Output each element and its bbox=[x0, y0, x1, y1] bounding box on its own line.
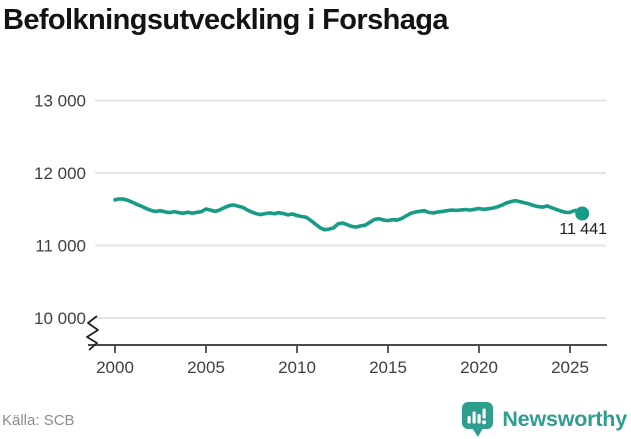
last-value-label: 11 441 bbox=[559, 221, 607, 238]
x-tick-label: 2015 bbox=[369, 358, 407, 377]
x-tick-label: 2020 bbox=[460, 358, 498, 377]
x-tick-label: 2000 bbox=[96, 358, 134, 377]
x-tick-label: 2005 bbox=[187, 358, 225, 377]
y-tick-label: 13 000 bbox=[34, 92, 86, 111]
population-line bbox=[113, 197, 584, 232]
newsworthy-wordmark: Newsworthy bbox=[502, 407, 627, 431]
newsworthy-bubble-chart-icon bbox=[462, 402, 494, 437]
axis-break-squiggle bbox=[86, 315, 99, 351]
x-tick-label: 2025 bbox=[551, 358, 589, 377]
y-tick-label: 12 000 bbox=[34, 164, 86, 183]
page-title: Befolkningsutveckling i Forshaga bbox=[3, 4, 448, 36]
source-attribution: Källa: SCB bbox=[2, 412, 75, 429]
x-tick-label: 2010 bbox=[278, 358, 316, 377]
chart-svg: 13 000 12 000 11 000 10 000 2000 2005 2010 2015… bbox=[34, 92, 607, 377]
newsworthy-logo[interactable]: Newsworthy bbox=[461, 401, 627, 438]
y-tick-label: 11 000 bbox=[35, 237, 86, 256]
population-chart: 13 000 12 000 11 000 10 000 2000 2005 2010 2015… bbox=[34, 92, 607, 377]
y-tick-label: 10 000 bbox=[34, 309, 86, 328]
population-end-dot bbox=[575, 206, 590, 221]
